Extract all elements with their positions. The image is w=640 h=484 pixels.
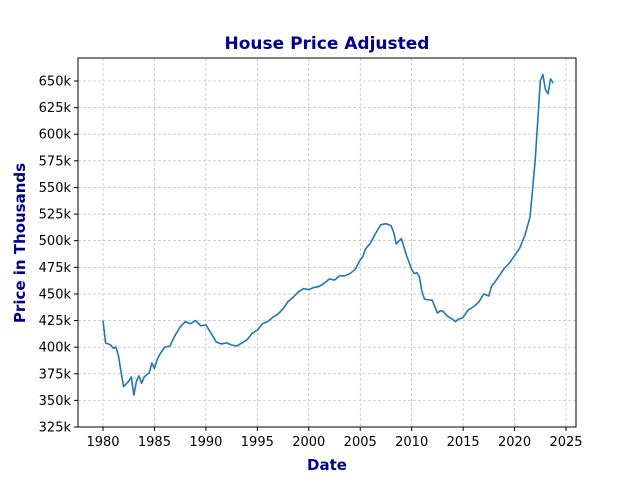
x-tick-label: 2005 [344, 435, 377, 450]
data-line [102, 73, 554, 396]
y-tick-label: 625k [39, 101, 72, 116]
x-tick-label: 2010 [395, 435, 428, 450]
y-tick-label: 500k [39, 234, 72, 249]
y-tick-label: 525k [39, 208, 72, 223]
chart-title: House Price Adjusted [225, 34, 430, 54]
y-tick-label: 375k [39, 367, 72, 382]
y-tick-label: 325k [39, 421, 72, 436]
y-tick-label: 475k [39, 261, 72, 276]
y-tick-label: 650k [39, 74, 72, 89]
y-tick-label: 425k [39, 314, 72, 329]
x-tick-label: 2000 [292, 435, 325, 450]
x-axis-label: Date [307, 456, 347, 474]
x-tick-label: 1985 [138, 435, 171, 450]
y-tick-label: 575k [39, 154, 72, 169]
y-tick-label: 350k [39, 394, 72, 409]
x-tick-label: 2025 [549, 435, 582, 450]
y-tick-label: 600k [39, 128, 72, 143]
y-tick-label: 400k [39, 341, 72, 356]
plot-frame [77, 57, 577, 428]
y-tick-label: 450k [39, 287, 72, 302]
x-tick-label: 2015 [447, 435, 480, 450]
x-tick-label: 2020 [498, 435, 531, 450]
y-axis-label: Price in Thousands [11, 163, 29, 323]
x-tick-label: 1995 [241, 435, 274, 450]
x-tick-label: 1980 [86, 435, 119, 450]
x-tick-label: 1990 [189, 435, 222, 450]
y-tick-label: 550k [39, 181, 72, 196]
